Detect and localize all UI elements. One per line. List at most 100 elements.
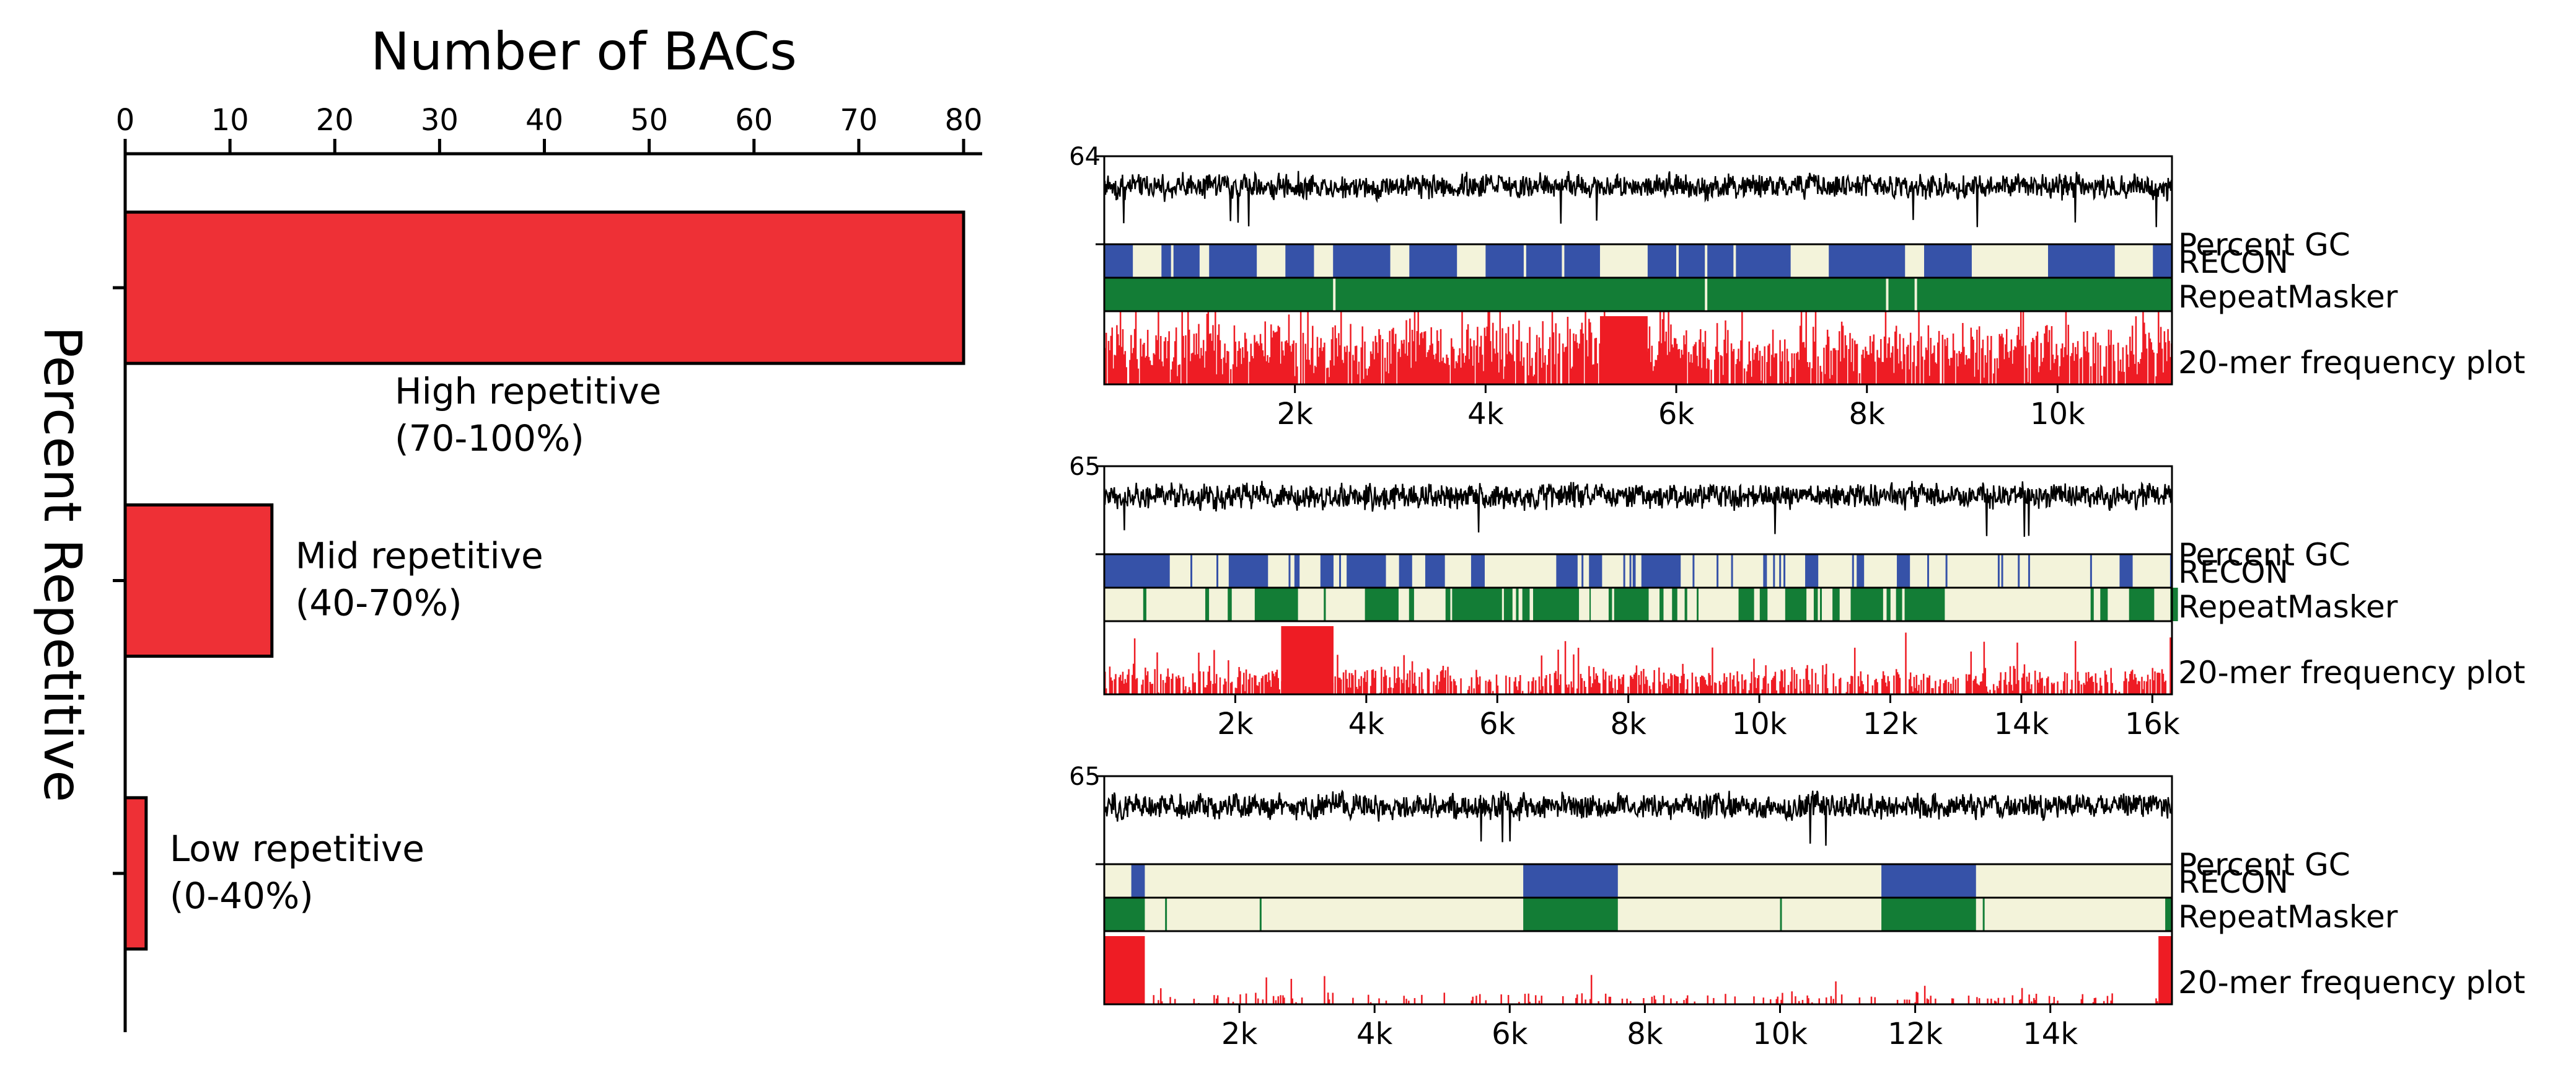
freq-bar [2077,671,2079,694]
freq-bar [1304,343,1307,384]
freq-bar [1875,678,1877,694]
freq-bar [1460,368,1462,384]
freq-bar [1192,673,1194,694]
track-label: RepeatMasker [2178,279,2398,315]
freq-bar [2132,679,2135,694]
freq-bar [1608,675,1611,694]
freq-bar [1756,347,1757,384]
freq-bar [1237,677,1239,694]
freq-bar [1668,679,1669,694]
freq-bar [1500,359,1502,384]
freq-bar [2062,681,2065,694]
freq-bar [1795,688,1796,694]
freq-bar [1840,321,1843,384]
recon-stripe [1124,554,1127,588]
recon-stripe [1154,554,1156,588]
freq-bar [2049,369,2052,384]
freq-bar [1896,999,1899,1004]
freq-bar [1585,999,1586,1004]
bar-label: High repetitive [395,370,661,412]
repeatmasker-track-bg [1104,278,2172,311]
freq-block [1281,626,1334,694]
freq-bar [1805,311,1807,384]
freq-bar [1660,343,1663,384]
freq-bar [2054,359,2056,384]
freq-bar [1847,681,1848,694]
freq-bar [1444,363,1446,384]
freq-bar [1578,343,1581,384]
freq-bar [1200,348,1202,384]
freq-bar [1761,356,1764,384]
freq-bar [2075,347,2077,384]
recon-stripe [2090,554,2092,588]
freq-bar [1744,679,1747,694]
freq-bar [1507,327,1510,384]
freq-bar [2005,684,2008,694]
freq-bar [1262,350,1264,384]
freq-bar [1984,355,1987,384]
freq-bar [1395,683,1397,694]
freq-bar [1563,352,1565,384]
freq-bar [1242,684,1244,694]
freq-bar [1650,362,1652,384]
freq-bar [1205,687,1207,694]
freq-bar [1257,343,1259,384]
freq-bar [1617,689,1619,694]
freq-bar [1795,996,1796,1004]
recon-segment [1399,554,1412,588]
freq-bar [1974,376,1976,384]
freq-bar [1674,338,1677,384]
freq-bar [1904,354,1906,384]
freq-bar [1621,998,1624,1004]
freq-bar [1632,679,1634,694]
freq-bar [1640,671,1642,694]
freq-bar [1237,350,1239,384]
freq-bar [1329,360,1332,384]
freq-bar [1761,689,1764,694]
freq-bar [1887,343,1889,384]
freq-bar [1236,688,1238,694]
freq-bar [1896,672,1899,694]
freq-bar [1371,353,1373,384]
freq-bar [1756,345,1759,384]
freq-bar [1775,353,1778,384]
freq-bar [1272,673,1275,694]
freq-bar [1488,679,1490,694]
freq-bar [1712,647,1713,694]
recon-gap [1523,244,1526,278]
bar [123,210,965,365]
freq-bar [1212,684,1214,694]
freq-bar [1114,679,1115,694]
freq-bar [1860,671,1862,694]
x-tick-label: 10k [1732,707,1787,741]
recon-stripe [1581,554,1584,588]
freq-bar [1277,678,1280,694]
freq-bar [2052,684,2054,694]
freq-bar [1384,670,1386,694]
freq-bar [1337,356,1339,384]
freq-bar [1378,329,1380,384]
freq-bar [1478,363,1480,384]
freq-bar [1830,996,1832,1004]
freq-bar [1661,684,1664,694]
freq-bar [1265,361,1267,384]
freq-bar [1558,333,1560,384]
freq-bar [1770,679,1773,694]
freq-bar [1648,686,1651,694]
freq-bar [1169,382,1171,384]
freq-bar [1464,362,1466,384]
freq-bar [1345,352,1347,384]
freq-bar [1736,671,1738,694]
freq-bar [2031,342,2033,384]
freq-bar [1544,678,1546,694]
freq-bar [1149,360,1151,384]
freq-bar [1952,333,1954,384]
freq-bar [1780,670,1782,694]
freq-bar [2011,691,2014,694]
freq-bar [1923,360,1926,384]
freq-bar [1189,690,1192,694]
x-tick-label: 80 [944,103,982,138]
freq-bar [1314,365,1316,384]
freq-bar [1272,330,1275,384]
freq-bar [1998,680,2001,694]
